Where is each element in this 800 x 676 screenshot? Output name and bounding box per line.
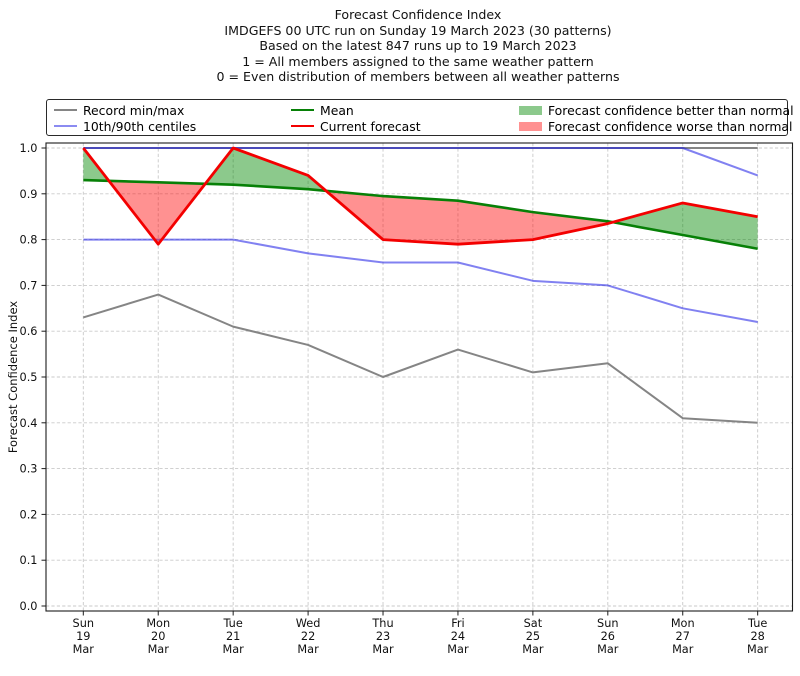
legend-column: Mean Current forecast — [291, 102, 421, 134]
x-tick-label: Mon — [671, 617, 695, 630]
x-tick-label: Mar — [597, 643, 619, 656]
legend-item-10th-90th-centiles: 10th/90th centiles — [54, 118, 196, 134]
x-tick-label: 28 — [750, 630, 764, 643]
chart-legend: Record min/max 10th/90th centiles Mean Curr… — [46, 99, 794, 136]
legend-item-label: Forecast confidence worse than normal — [548, 118, 793, 134]
legend-line-sample — [291, 124, 314, 128]
chart-subtitle-run: IMDGEFS 00 UTC run on Sunday 19 March 20… — [224, 22, 612, 38]
y-tick-label: 0.7 — [20, 279, 38, 292]
x-tick-label: 21 — [226, 630, 240, 643]
fill-better-than-normal — [205, 148, 327, 191]
axis-ticks — [41, 147, 759, 616]
y-tick-label: 0.9 — [20, 188, 38, 201]
chart-subtitle-basis: Based on the latest 847 runs up to 19 Ma… — [259, 38, 577, 54]
y-tick-label: 0.6 — [20, 325, 38, 338]
y-tick-label: 0.0 — [20, 600, 38, 613]
legend-patch-sample — [519, 121, 542, 131]
x-tick-label: Sun — [597, 617, 619, 630]
fill-worse-than-normal — [326, 190, 613, 245]
legend-item-label: Record min/max — [83, 102, 185, 118]
x-tick-label: Mar — [73, 643, 95, 656]
legend-item-record-min-max: Record min/max — [54, 102, 196, 118]
legend-item-label: Current forecast — [320, 118, 421, 134]
x-tick-label: Mar — [372, 643, 394, 656]
y-tick-label: 0.5 — [20, 371, 38, 384]
y-tick-label: 1.0 — [20, 142, 38, 155]
x-tick-label: Fri — [451, 617, 464, 630]
legend-item-label: Forecast confidence better than normal — [548, 102, 794, 118]
legend-patch-sample — [519, 105, 542, 115]
y-tick-label: 0.2 — [20, 508, 38, 521]
legend-line-sample — [54, 108, 77, 112]
x-tick-label: Mar — [148, 643, 170, 656]
chart-title: Forecast Confidence Index — [334, 7, 502, 22]
series-line-current-forecast — [82, 146, 758, 246]
x-tick-label: Mar — [672, 643, 694, 656]
x-tick-label: Mar — [222, 643, 244, 656]
series-line-10th-centile — [83, 238, 758, 324]
x-tick-label: Mon — [146, 617, 170, 630]
chart-title-block: Forecast Confidence Index IMDGEFS 00 UTC… — [45, 7, 791, 85]
fill-better-than-normal — [612, 202, 758, 249]
legend-item-mean: Mean — [291, 102, 421, 118]
x-tick-label: Mar — [522, 643, 544, 656]
x-tick-label: 26 — [601, 630, 615, 643]
legend-line-sample — [54, 124, 77, 128]
legend-item-label: Mean — [320, 102, 354, 118]
series-line-record-min — [83, 293, 758, 424]
legend-item-forecast-confidence-better-than-normal: Forecast confidence better than normal — [519, 102, 794, 118]
x-tick-label: 24 — [451, 630, 465, 643]
x-tick-label: Mar — [747, 643, 769, 656]
background-series-lines — [83, 147, 759, 424]
y-tick-label: 0.3 — [20, 463, 38, 476]
legend-item-label: 10th/90th centiles — [83, 118, 197, 134]
x-tick-label: 22 — [301, 630, 315, 643]
legend-item-current-forecast: Current forecast — [291, 118, 421, 134]
legend-column: Record min/max 10th/90th centiles — [54, 102, 196, 134]
series-line-mean — [83, 178, 758, 251]
x-tick-label: Mar — [297, 643, 319, 656]
x-tick-label: Tue — [747, 617, 767, 630]
x-tick-label: Mar — [447, 643, 469, 656]
x-tick-label: 19 — [76, 630, 90, 643]
grid-lines — [46, 143, 793, 611]
x-tick-label: 23 — [376, 630, 390, 643]
y-tick-label: 0.1 — [20, 554, 38, 567]
foreground-series-lines — [82, 146, 758, 251]
legend-column: Forecast confidence better than normal Fo… — [519, 102, 794, 134]
x-tick-label: Sat — [524, 617, 543, 630]
fill-worse-than-normal — [108, 180, 206, 245]
x-tick-label: Wed — [296, 617, 321, 630]
x-tick-label: Thu — [371, 617, 393, 630]
chart-subtitle-note-0: 0 = Even distribution of members between… — [216, 69, 620, 85]
x-tick-label: Tue — [223, 617, 243, 630]
y-tick-label: 0.4 — [20, 417, 38, 430]
y-tick-label: 0.8 — [20, 234, 38, 247]
x-tick-label: Sun — [73, 617, 95, 630]
x-tick-label: 25 — [526, 630, 540, 643]
x-tick-labels: Sun19MarMon20MarTue21MarWed22MarThu23Mar… — [73, 617, 769, 656]
x-tick-label: 27 — [676, 630, 690, 643]
chart-subtitle-note-1: 1 = All members assigned to the same wea… — [242, 53, 594, 69]
x-tick-label: 20 — [151, 630, 165, 643]
series-line-90th-centile — [83, 147, 759, 177]
y-tick-labels: 0.0 0.1 0.2 0.3 0.4 0.5 0.6 0.7 0.8 0.9 1.0 — [20, 142, 38, 613]
legend-line-sample — [291, 108, 314, 112]
legend-item-forecast-confidence-worse-than-normal: Forecast confidence worse than normal — [519, 118, 794, 134]
